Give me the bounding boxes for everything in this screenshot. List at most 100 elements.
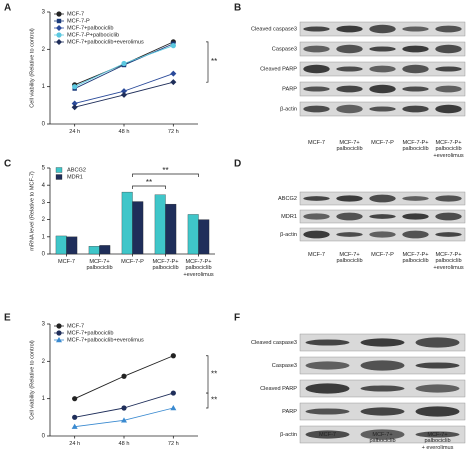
- blot-column-label: MCF-7: [307, 140, 326, 146]
- marker: [170, 390, 176, 396]
- blot-column-label: MCF-7: [318, 432, 337, 438]
- bracket: [206, 355, 209, 394]
- blot-band: [336, 104, 363, 114]
- y-tick-label: 0: [42, 252, 46, 258]
- blot-band: [305, 383, 350, 394]
- y-tick-label: 3: [42, 322, 46, 328]
- bracket: [206, 41, 209, 83]
- annotation: **: [162, 166, 168, 175]
- blot-band: [369, 106, 396, 112]
- blot-band: [402, 64, 429, 74]
- blot-band: [435, 195, 462, 202]
- blot-row-label: Cleaved PARP: [260, 66, 297, 72]
- marker: [56, 11, 62, 17]
- y-axis-label: Cell viability (Relative to control): [29, 28, 35, 108]
- bar: [132, 201, 144, 255]
- legend-label: MCF-7+palbociclib+everolimus: [67, 337, 144, 343]
- blot-band: [415, 384, 460, 393]
- blot-column-label: MCF-7-P+ palbociclib +everolimus: [433, 140, 464, 159]
- blot-band: [402, 230, 429, 239]
- blot-band: [402, 105, 429, 113]
- blot-column-label: MCF-7-P: [371, 140, 394, 146]
- x-tick-label: MCF-7+ palbociclib: [86, 259, 113, 272]
- blot-band: [435, 85, 462, 93]
- blot-band: [369, 194, 396, 203]
- y-tick-label: 0: [42, 122, 46, 128]
- blot-band: [435, 104, 462, 114]
- blot-band: [305, 430, 350, 439]
- marker: [121, 60, 127, 67]
- blot-band: [402, 86, 429, 92]
- blot-band: [402, 196, 429, 201]
- panel-label: B: [234, 3, 241, 14]
- x-tick-label: 72 h: [167, 129, 179, 135]
- marker: [170, 353, 176, 359]
- y-tick-label: 4: [42, 183, 46, 189]
- blot-row-label: Cleaved caspase3: [251, 340, 297, 346]
- marker: [72, 396, 78, 402]
- marker: [170, 43, 176, 49]
- bar: [187, 214, 199, 255]
- bar: [99, 245, 111, 255]
- blot-band: [402, 26, 429, 32]
- bracket: [206, 392, 209, 409]
- blot-band: [435, 66, 462, 72]
- bar: [198, 219, 210, 255]
- x-tick-label: 24 h: [69, 129, 81, 135]
- blot-column-label: MCF-7-P: [371, 252, 394, 258]
- x-tick-label: MCF-7: [57, 259, 76, 265]
- panel-label: F: [234, 313, 240, 324]
- blot-band: [360, 338, 405, 347]
- blot-band: [369, 214, 396, 219]
- blot-band: [336, 85, 363, 93]
- blot-band: [402, 45, 429, 53]
- marker: [56, 39, 62, 45]
- y-tick-label: 1: [42, 234, 46, 240]
- panel-label: E: [4, 313, 11, 324]
- annotation: **: [211, 57, 217, 66]
- legend-label: MCF-7+palbociclib: [67, 25, 113, 31]
- annotation: **: [146, 178, 152, 187]
- marker: [56, 330, 62, 336]
- marker: [121, 91, 127, 98]
- blot-row-label: β-actin: [280, 232, 297, 238]
- blot-band: [415, 431, 460, 438]
- blot-band: [336, 25, 363, 33]
- blot-band: [369, 24, 396, 34]
- bar: [165, 203, 177, 255]
- x-tick-label: 72 h: [167, 441, 179, 447]
- y-tick-label: 0: [42, 434, 46, 440]
- blot-band: [402, 213, 429, 220]
- blot-band: [336, 44, 363, 54]
- blot-row-label: MDR1: [281, 214, 297, 220]
- blot-band: [303, 45, 330, 53]
- marker: [170, 79, 177, 86]
- blot-row-label: β-actin: [280, 432, 297, 438]
- y-tick-label: 2: [42, 217, 46, 223]
- x-tick-label: MCF-7-P+ palbociclib +everolimus: [183, 259, 214, 278]
- y-axis-label: mRNA level (Relative to MCF-7): [29, 171, 35, 251]
- series-line: [74, 392, 174, 418]
- blot-band: [303, 64, 330, 74]
- blot-band: [303, 213, 330, 220]
- y-axis-label: Cell viability (Relative to control): [29, 340, 35, 420]
- x-tick-label: MCF-7-P+ palbociclib: [152, 259, 179, 272]
- marker: [72, 414, 78, 420]
- marker: [170, 405, 177, 411]
- blot-band: [360, 429, 405, 440]
- blot-band: [305, 361, 350, 370]
- x-tick-label: 48 h: [118, 441, 130, 447]
- bar: [55, 235, 67, 255]
- blot-column-label: MCF-7+ palbociclib: [369, 432, 396, 445]
- y-tick-label: 2: [42, 47, 46, 53]
- blot-column-label: MCF-7-P+ palbociclib +everolimus: [433, 252, 464, 271]
- blot-row-label: Cleaved caspase3: [251, 26, 297, 32]
- y-tick-label: 5: [42, 166, 46, 172]
- y-tick-label: 1: [42, 396, 46, 402]
- marker: [56, 337, 62, 343]
- blot-column-label: MCF-7-P+ palbociclib: [402, 252, 429, 265]
- marker: [121, 417, 127, 423]
- panel-label: D: [234, 159, 241, 170]
- blot-band: [415, 337, 460, 348]
